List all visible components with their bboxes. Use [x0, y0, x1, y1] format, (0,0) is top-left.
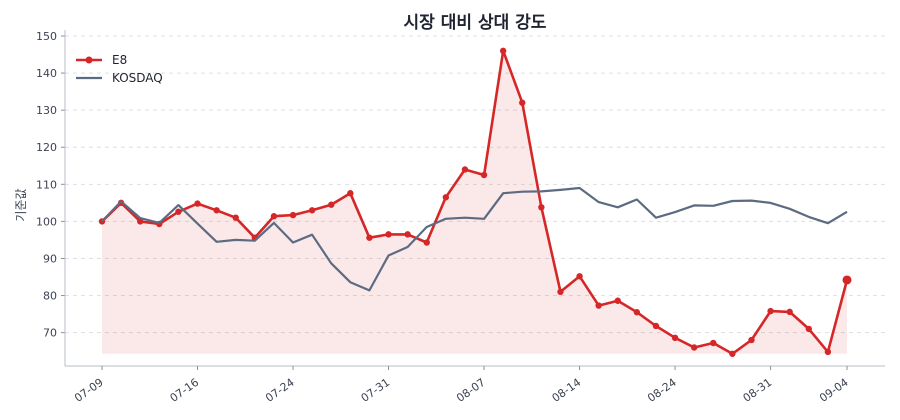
data-point-e8	[270, 213, 278, 220]
data-point-e8	[614, 297, 621, 304]
series-line-kosdaq	[101, 186, 848, 292]
data-point-e8	[232, 214, 239, 221]
x-tick-label: 08-31	[741, 376, 775, 405]
data-point-e8	[519, 99, 526, 106]
legend-label-kosdaq: KOSDAQ	[112, 71, 163, 85]
legend-marker-e8	[85, 56, 93, 64]
chart-title: 시장 대비 상대 강도	[404, 13, 547, 33]
data-point-e8	[690, 344, 698, 351]
x-tick-label: 09-04	[817, 376, 851, 405]
legend-label-e8: E8	[112, 53, 127, 67]
x-tick-label: 08-07	[454, 376, 488, 405]
y-tick-label: 80	[43, 290, 57, 303]
data-point-e8	[213, 207, 220, 214]
data-point-e8	[652, 322, 660, 330]
data-point-e8	[328, 201, 335, 208]
data-point-e8	[423, 239, 430, 246]
x-tick-label: 08-14	[550, 376, 584, 405]
data-point-e8	[137, 218, 144, 225]
fill-layer	[102, 50, 847, 354]
data-point-e8	[557, 288, 564, 296]
data-point-e8	[767, 307, 774, 315]
x-tick-label: 07-16	[168, 376, 202, 405]
data-point-e8	[729, 350, 736, 357]
data-point-e8	[805, 325, 812, 333]
data-point-e8	[842, 275, 852, 285]
data-point-e8	[499, 47, 507, 55]
series-line-e8	[101, 49, 849, 356]
series-fill-e8	[102, 50, 847, 354]
x-tick-label: 08-24	[645, 376, 679, 405]
axes	[61, 30, 885, 370]
data-point-e8	[786, 308, 793, 316]
data-point-e8	[824, 348, 832, 356]
y-tick-label: 110	[36, 178, 57, 191]
data-point-e8	[538, 204, 545, 211]
data-point-e8	[347, 190, 354, 197]
data-point-e8	[366, 234, 373, 241]
y-tick-label: 130	[36, 104, 57, 117]
data-point-e8	[308, 207, 316, 214]
y-tick-label: 100	[36, 215, 57, 228]
data-point-e8	[595, 302, 602, 309]
data-point-e8	[194, 200, 201, 207]
y-tick-label: 150	[36, 30, 57, 43]
y-tick-label: 90	[43, 252, 57, 265]
data-point-e8	[748, 336, 755, 344]
data-point-e8	[710, 339, 717, 347]
y-tick-label: 70	[43, 327, 57, 340]
data-point-e8	[404, 231, 411, 238]
x-tick-label: 07-09	[72, 376, 106, 405]
x-tick-label: 07-31	[359, 376, 393, 405]
x-tick-label: 07-24	[263, 376, 297, 405]
data-point-e8	[480, 171, 488, 179]
data-point-e8	[576, 273, 583, 280]
data-point-e8	[175, 208, 182, 215]
y-axis-label: 기준값	[14, 188, 28, 221]
data-point-e8	[442, 194, 450, 201]
y-tick-label: 120	[36, 141, 57, 154]
legend: E8 KOSDAQ	[76, 53, 163, 85]
data-point-e8	[289, 211, 297, 219]
y-tick-label: 140	[36, 67, 57, 80]
data-point-e8	[385, 231, 392, 238]
series-layer	[98, 47, 852, 357]
grid-lines	[65, 35, 885, 334]
data-point-e8	[461, 166, 469, 173]
data-point-e8	[633, 309, 641, 316]
data-point-e8	[671, 334, 679, 342]
